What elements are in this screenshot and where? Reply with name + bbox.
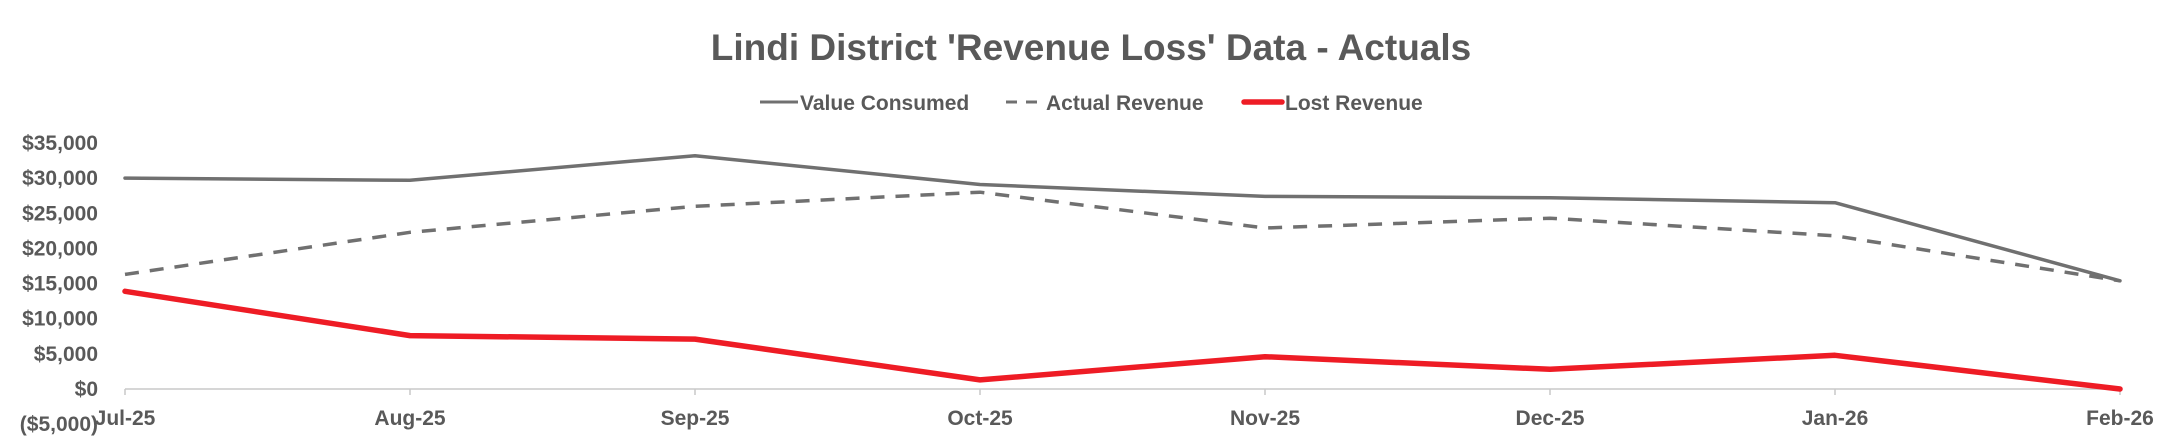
y-tick-label: $5,000 xyxy=(34,343,98,366)
y-tick-label: $15,000 xyxy=(22,273,98,296)
x-tick-label: Aug-25 xyxy=(374,407,445,430)
x-tick-label: Oct-25 xyxy=(947,407,1013,430)
x-tick-label: Dec-25 xyxy=(1516,407,1585,430)
y-tick-label: $25,000 xyxy=(22,202,98,225)
y-tick-label: $10,000 xyxy=(22,308,98,331)
series-line-value-consumed xyxy=(123,153,2122,283)
series-line-lost-revenue xyxy=(122,288,2123,392)
legend-label-actual-revenue: Actual Revenue xyxy=(1046,92,1204,115)
x-tick-label: Nov-25 xyxy=(1230,407,1300,430)
x-tick-label: Jan-26 xyxy=(1802,407,1869,430)
x-tick-label: Feb-26 xyxy=(2086,407,2154,430)
x-axis-labels: Jul-25 Aug-25 Sep-25 Oct-25 Nov-25 Dec-25 Jan-… xyxy=(95,407,2154,430)
y-axis-labels: $35,000 $30,000 $25,000 $20,000 $15,000 $10,0… xyxy=(20,132,98,436)
series-lines xyxy=(122,153,2123,392)
y-tick-label: $0 xyxy=(75,378,98,401)
y-tick-label: $20,000 xyxy=(22,237,98,260)
y-tick-label: $35,000 xyxy=(22,132,98,155)
legend-label-value-consumed: Value Consumed xyxy=(800,92,969,115)
legend-label-lost-revenue: Lost Revenue xyxy=(1285,92,1423,115)
legend: Value Consumed Actual Revenue Lost Reven… xyxy=(760,92,1423,115)
y-tick-label: $30,000 xyxy=(22,167,98,190)
x-tick-label: Jul-25 xyxy=(95,407,156,430)
x-axis-tick-marks xyxy=(124,389,2121,395)
series-line-actual-revenue xyxy=(124,190,2121,283)
chart-title: Lindi District 'Revenue Loss' Data - Act… xyxy=(711,27,1472,68)
y-tick-label: ($5,000) xyxy=(20,413,98,436)
x-tick-label: Sep-25 xyxy=(661,407,730,430)
